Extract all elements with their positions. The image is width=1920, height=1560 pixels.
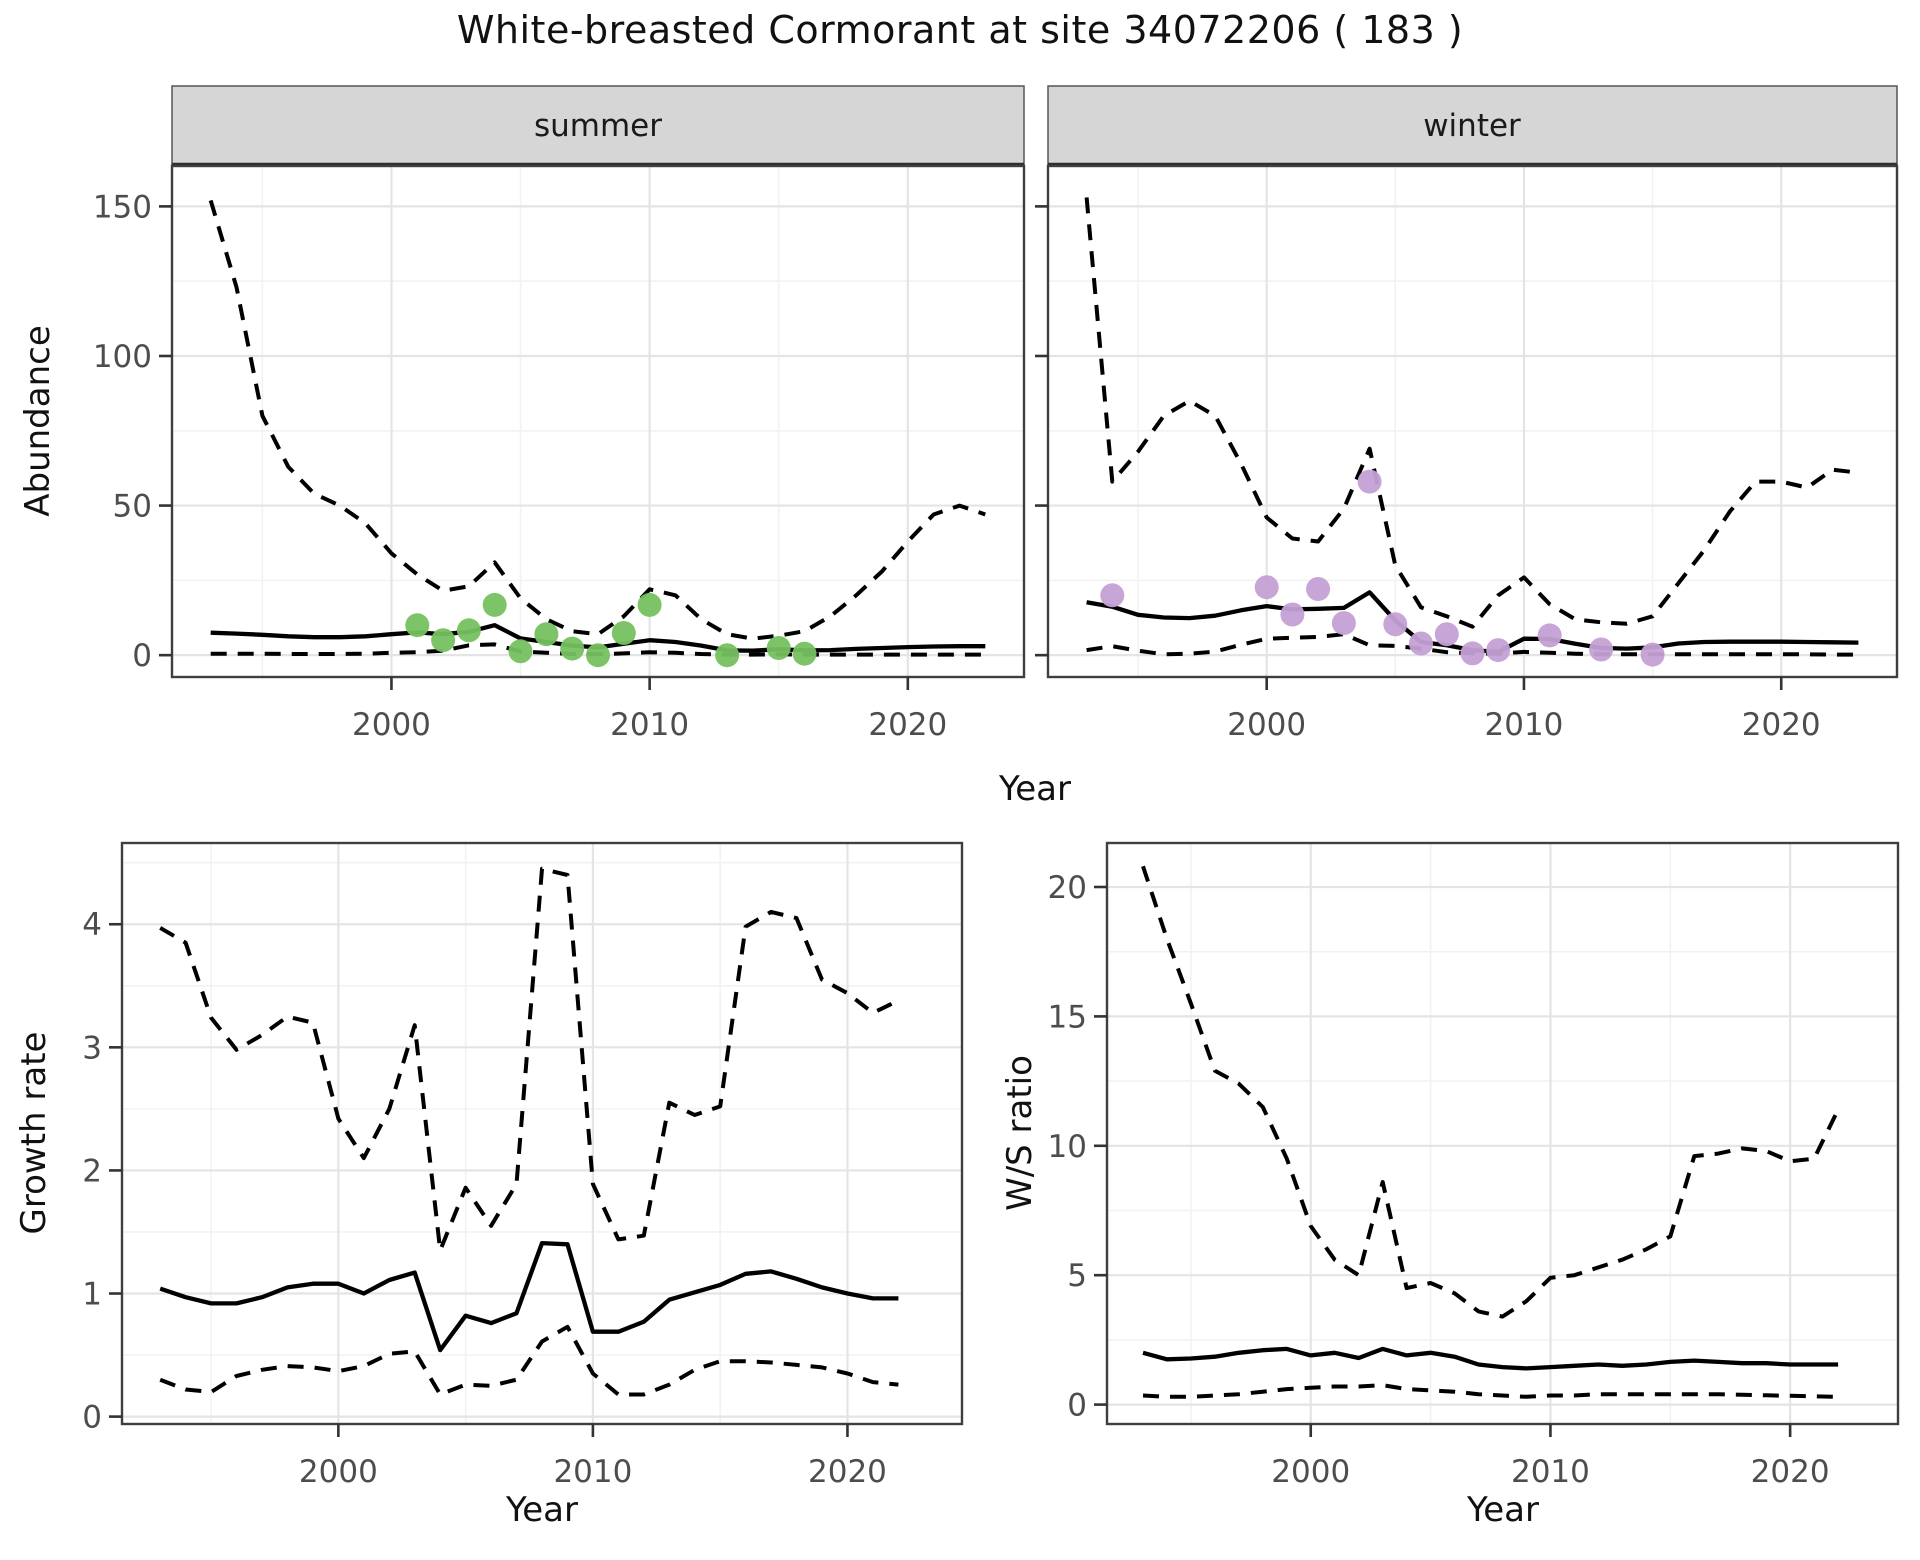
y-tick-label: 4 [82,907,102,943]
abundance_winter-observation-point [1434,622,1459,647]
x-tick-label: 2020 [868,707,947,743]
panel-border [170,164,1026,679]
y-tick-label: 3 [82,1030,102,1066]
abundance_winter-observation-point [1331,611,1356,636]
panel-background [1107,843,1898,1424]
abundance_summer-observation-point [456,618,481,643]
x-tick-label: 2010 [1511,1454,1590,1490]
x-tick-label: 2010 [553,1454,632,1490]
abundance_winter-observation-point [1409,631,1433,656]
x-tick-label: 2020 [808,1454,887,1490]
panel-background [172,166,1024,677]
y-tick-label: 1 [82,1277,102,1313]
x-tick-label: 2020 [1751,1454,1830,1490]
y-tick-label: 0 [1067,1388,1087,1424]
abundance_winter-observation-point [1357,469,1382,494]
abundance_summer-observation-point [534,622,559,647]
x-tick-label: 2000 [1227,707,1306,743]
y-tick-label: 5 [1067,1258,1087,1294]
abundance_winter-upper_95ci-line [1084,197,1859,629]
abundance_summer-observation-point [586,643,610,668]
abundance_winter-observation-point [1280,602,1305,627]
y-tick-label: 15 [1048,999,1087,1035]
abundance_winter-observation-point [1100,583,1125,608]
abundance_summer-observation-point [560,636,585,661]
panel-border [1105,841,1900,1426]
ws_ratio-median-line [1142,1346,1839,1371]
y-tick-label: 0 [132,638,152,674]
abundance_winter-observation-point [1254,575,1279,600]
abundance_summer-observation-point [766,636,791,660]
x-axis-title-year-top: Year [999,769,1071,809]
abundance_summer-observation-point [431,628,456,653]
x-tick-label: 2000 [1271,1454,1350,1490]
y-tick-label: 10 [1048,1129,1087,1165]
abundance_summer-observation-point [482,592,507,617]
panel-background [1048,166,1897,677]
abundance_summer-observation-point [637,592,662,617]
y-tick-label: 50 [113,489,152,525]
x-tick-label: 2000 [299,1454,378,1490]
x-tick-label: 2010 [610,707,689,743]
x-tick-label: 2020 [1742,707,1821,743]
abundance_winter-observation-point [1589,637,1614,662]
chart-title: White-breasted Cormorant at site 3407220… [456,8,1464,52]
y-tick-label: 100 [93,339,152,375]
facet-strip [171,85,1025,167]
abundance_summer-upper_95ci-line [208,199,986,641]
x-axis-title-year-bottom-left: Year [506,1490,578,1530]
abundance_winter-observation-point [1383,612,1408,637]
abundance_winter-observation-point [1306,577,1331,601]
y-tick-label: 0 [82,1400,102,1436]
abundance_winter-observation-point [1640,642,1665,667]
facet-strip-label-winter: winter [1423,108,1521,144]
y-tick-label: 150 [93,189,152,225]
x-tick-label: 2010 [1485,707,1564,743]
facet-strip-label-summer: summer [533,108,663,144]
panel-border [1046,164,1899,679]
growth_rate-lower_95ci-line [159,1324,899,1397]
abundance_winter-observation-point [1537,623,1562,648]
y-tick-label: 2 [82,1153,102,1189]
abundance_summer-observation-point [792,641,817,666]
x-axis-title-year-bottom-right: Year [1467,1490,1539,1530]
y-axis-title-ws-ratio: W/S ratio [1000,1055,1040,1211]
growth_rate-upper_95ci-line [159,866,900,1253]
x-tick-label: 2000 [352,707,431,743]
ws_ratio-lower_95ci-line [1142,1383,1839,1399]
abundance_winter-observation-point [1486,638,1511,663]
abundance_summer-observation-point [611,621,636,645]
y-axis-title-growth-rate: Growth rate [14,1031,54,1235]
ws_ratio-upper_95ci-line [1141,865,1840,1319]
facet-strip [1047,85,1898,167]
y-axis-title-abundance: Abundance [18,325,58,517]
abundance_summer-observation-point [405,613,430,638]
abundance_summer-observation-point [715,643,740,668]
abundance_winter-observation-point [1460,641,1485,666]
growth_rate-median-line [159,1240,899,1353]
panel-border [120,841,964,1426]
y-tick-label: 20 [1048,870,1087,906]
panel-background [122,843,962,1424]
abundance_summer-observation-point [508,639,533,664]
